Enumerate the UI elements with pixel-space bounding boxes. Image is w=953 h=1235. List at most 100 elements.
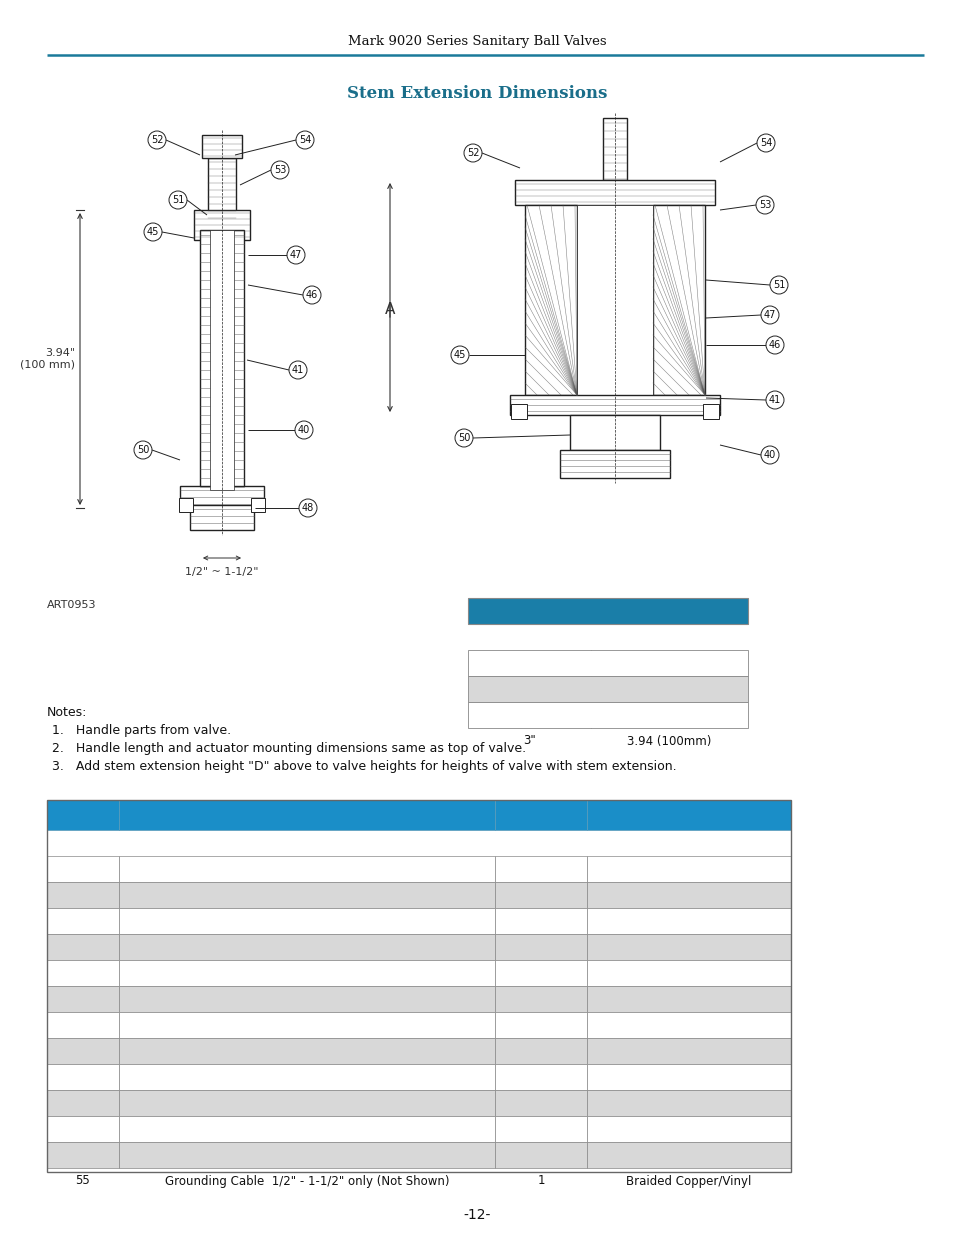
Text: 45: 45 (147, 227, 159, 237)
Text: 50: 50 (75, 1045, 91, 1057)
Text: 41: 41 (768, 395, 781, 405)
Bar (47, 908, 119, 934)
Bar (586, 1116, 790, 1142)
Bar (495, 882, 586, 908)
Text: TFM 1600: TFM 1600 (659, 993, 717, 1005)
Text: 40: 40 (75, 888, 91, 902)
Text: Belleville Washer, Ext. Stem: Belleville Washer, Ext. Stem (224, 1097, 390, 1109)
Text: 46: 46 (306, 290, 317, 300)
Text: Braided Copper/Vinyl: Braided Copper/Vinyl (626, 1174, 751, 1188)
Text: Mark 9020 Series Sanitary Ball Valves: Mark 9020 Series Sanitary Ball Valves (347, 36, 606, 48)
Text: 48: 48 (75, 1019, 91, 1031)
Text: 1: 1 (537, 1123, 544, 1135)
Text: 1.   Handle parts from valve.: 1. Handle parts from valve. (52, 724, 231, 737)
Text: 3": 3" (522, 735, 536, 747)
Text: 1: 1 (537, 888, 544, 902)
Text: 53: 53 (75, 1123, 91, 1135)
Bar (47, 934, 119, 960)
Text: ASTM A351 Gr. CF3M: ASTM A351 Gr. CF3M (627, 888, 750, 902)
Text: 1 Set: 1 Set (525, 967, 556, 979)
Text: A: A (664, 631, 674, 643)
Text: AISI 304 SS: AISI 304 SS (655, 1149, 721, 1161)
Text: 2-1/2": 2-1/2" (511, 709, 547, 721)
Bar (47, 986, 119, 1011)
Text: 4: 4 (537, 1045, 544, 1057)
Bar (702, 404, 719, 419)
Bar (586, 882, 790, 908)
Bar (495, 1091, 586, 1116)
Text: Part Name: Part Name (270, 839, 343, 851)
Text: PTFE: PTFE (674, 1019, 702, 1031)
Text: Thrust Washer, Ext. Stem: Thrust Washer, Ext. Stem (232, 941, 382, 953)
Bar (179, 498, 193, 513)
Text: Packing, Ext. Stem: Packing, Ext. Stem (252, 967, 362, 979)
Text: 41: 41 (292, 366, 304, 375)
Text: 3.94"
(100 mm): 3.94" (100 mm) (20, 348, 75, 369)
Text: Bonnet: Bonnet (286, 888, 328, 902)
Bar (586, 908, 790, 934)
Bar (495, 1011, 586, 1037)
Bar (468, 598, 747, 624)
Text: 2: 2 (537, 1097, 544, 1109)
Text: 53: 53 (758, 200, 770, 210)
Text: 2": 2" (522, 683, 536, 695)
Bar (495, 1037, 586, 1065)
Circle shape (451, 346, 469, 364)
Text: 47: 47 (75, 993, 91, 1005)
Text: Size: Size (515, 631, 543, 643)
Bar (200, 230, 244, 490)
Text: 3.94 (100mm): 3.94 (100mm) (627, 683, 711, 695)
Text: 2.   Handle length and actuator mounting dimensions same as top of valve.: 2. Handle length and actuator mounting d… (52, 742, 525, 755)
Bar (524, 205, 577, 395)
Bar (119, 908, 495, 934)
Bar (119, 1037, 495, 1065)
Bar (119, 882, 495, 908)
Bar (119, 1116, 495, 1142)
Text: 1: 1 (537, 914, 544, 927)
Text: 48: 48 (301, 503, 314, 513)
Circle shape (760, 306, 779, 324)
Bar (47, 882, 119, 908)
Text: TFM 1600: TFM 1600 (659, 1071, 717, 1083)
Text: 50: 50 (136, 445, 149, 454)
Text: 1: 1 (537, 1174, 544, 1188)
Bar (119, 1091, 495, 1116)
Circle shape (303, 287, 320, 304)
Bar (586, 856, 790, 882)
Text: 3.94 (100mm): 3.94 (100mm) (627, 709, 711, 721)
Bar (180, 487, 264, 508)
Bar (119, 856, 495, 882)
Bar (468, 701, 747, 727)
Bar (559, 450, 669, 478)
Bar (511, 404, 526, 419)
Circle shape (757, 135, 774, 152)
Bar (586, 800, 790, 830)
Text: 1/2" ~ 1-1/2": 1/2" ~ 1-1/2" (185, 567, 258, 577)
Text: 52: 52 (151, 135, 163, 144)
Text: AISI 304 SS: AISI 304 SS (655, 1123, 721, 1135)
Circle shape (287, 246, 305, 264)
Bar (586, 986, 790, 1011)
Bar (119, 1142, 495, 1168)
Bar (586, 934, 790, 960)
Text: 47: 47 (763, 310, 776, 320)
Bar (119, 986, 495, 1011)
Text: 1: 1 (537, 993, 544, 1005)
Circle shape (148, 131, 166, 149)
Bar (193, 210, 250, 240)
Bar (47, 800, 119, 830)
Text: Gland, Ext. Stem Packing: Gland, Ext. Stem Packing (233, 1071, 381, 1083)
Bar (510, 395, 720, 415)
Text: 51: 51 (75, 1071, 91, 1083)
Circle shape (289, 361, 307, 379)
Bar (47, 1142, 119, 1168)
Bar (47, 1037, 119, 1065)
Text: 45: 45 (454, 350, 466, 359)
Bar (569, 415, 659, 450)
Text: Item: Item (67, 839, 99, 851)
Bar (47, 960, 119, 986)
Text: A: A (384, 303, 395, 317)
Bar (586, 1065, 790, 1091)
Bar (190, 505, 253, 530)
Bar (119, 960, 495, 986)
